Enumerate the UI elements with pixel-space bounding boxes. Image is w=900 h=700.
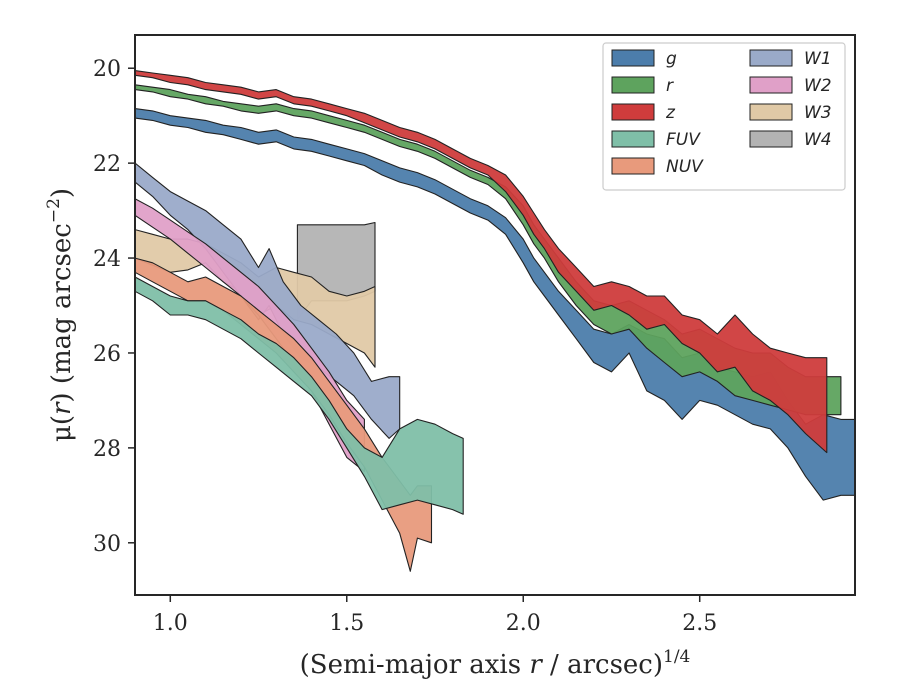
legend-label-w2: W2 (804, 76, 832, 96)
legend-swatch-r (611, 76, 655, 94)
y-axis-title-prefix: μ( (47, 415, 77, 442)
y-tick-label: 26 (93, 342, 121, 367)
legend-swatch-z (611, 103, 655, 121)
y-axis-title-suffix: ) (mag arcsec (47, 223, 77, 402)
legend-label-w4: W4 (804, 130, 832, 150)
legend-swatch-w4 (749, 130, 793, 148)
legend-swatch-w3 (749, 103, 793, 121)
band-r (135, 84, 842, 416)
y-axis-title-exponent: −2 (44, 198, 64, 223)
x-tick-label: 1.0 (153, 611, 188, 636)
plot-frame (134, 34, 856, 596)
legend: grz FUV NUV W1 W2 W3 W4 (602, 42, 846, 191)
legend-swatch-w2 (749, 76, 793, 94)
y-axis-title: μ(r) (mag arcsec−2) (44, 188, 77, 442)
legend-label-nuv: NUV (666, 157, 704, 177)
y-axis-ticks: 20 22 24 26 28 30 (93, 57, 135, 557)
x-axis-ticks: 1.0 1.5 2.0 2.5 (153, 595, 717, 636)
x-axis-title-suffix: / arcsec) (542, 650, 663, 680)
legend-label-r: r (666, 76, 674, 96)
y-tick-label: 28 (93, 437, 121, 462)
legend-label-w3: W3 (804, 103, 832, 123)
band-g (135, 108, 855, 501)
x-axis-title: (Semi-major axis r / arcsec)1/4 (300, 647, 691, 680)
profile-bands (135, 70, 855, 572)
legend-label-z: z (665, 103, 676, 123)
legend-swatch-w1 (749, 49, 793, 67)
legend-swatch-g (611, 49, 655, 67)
y-axis-title-var: r (47, 401, 77, 415)
x-tick-label: 2.5 (682, 611, 717, 636)
y-tick-label: 22 (93, 152, 121, 177)
legend-swatch-nuv (611, 157, 655, 175)
y-tick-label: 24 (93, 247, 121, 272)
legend-label-g: g (666, 49, 677, 69)
legend-label-w1: W1 (804, 49, 832, 69)
x-tick-label: 1.5 (329, 611, 364, 636)
band-z (135, 70, 828, 454)
y-tick-label: 30 (93, 532, 121, 557)
x-tick-label: 2.0 (506, 611, 541, 636)
x-axis-title-exponent: 1/4 (663, 647, 690, 667)
x-axis-title-var: r (529, 650, 543, 680)
legend-swatch-fuv (611, 130, 655, 148)
x-axis-title-prefix: (Semi-major axis (300, 650, 530, 680)
y-tick-label: 20 (93, 57, 121, 82)
legend-label-fuv: FUV (666, 130, 701, 150)
band-fuv (135, 276, 464, 515)
y-axis-title-close: ) (47, 188, 77, 198)
